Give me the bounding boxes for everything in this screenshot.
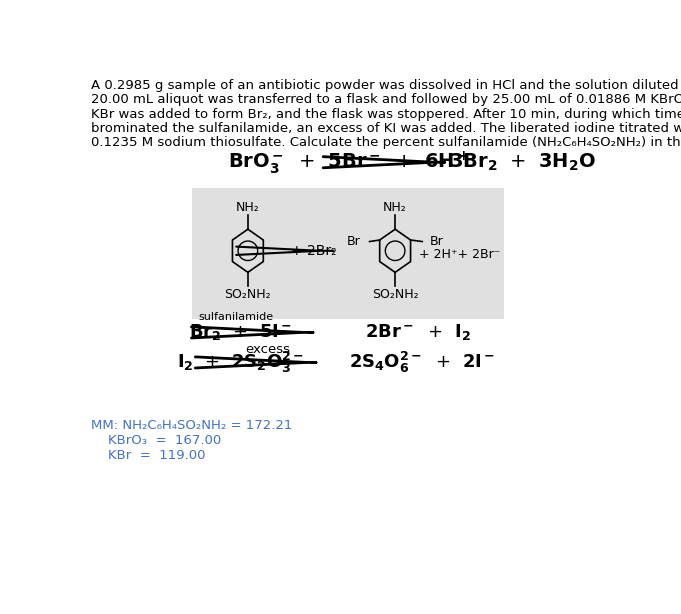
Text: A 0.2985 g sample of an antibiotic powder was dissolved in HCl and the solution : A 0.2985 g sample of an antibiotic powde… — [91, 79, 681, 92]
Text: Br: Br — [430, 235, 444, 248]
Text: $\bf{I_2}$  +  $\bf{2S_2O_3^{2-}}$: $\bf{I_2}$ + $\bf{2S_2O_3^{2-}}$ — [176, 350, 304, 375]
Text: KBrO₃  =  167.00: KBrO₃ = 167.00 — [108, 434, 221, 447]
Text: Br: Br — [347, 235, 360, 248]
Text: SO₂NH₂: SO₂NH₂ — [225, 288, 271, 301]
Text: MM: NH₂C₆H₄SO₂NH₂ = 172.21: MM: NH₂C₆H₄SO₂NH₂ = 172.21 — [91, 419, 292, 432]
Text: brominated the sulfanilamide, an excess of KI was added. The liberated iodine ti: brominated the sulfanilamide, an excess … — [91, 122, 681, 135]
Text: KBr was added to form Br₂, and the flask was stoppered. After 10 min, during whi: KBr was added to form Br₂, and the flask… — [91, 107, 681, 120]
Text: 20.00 mL aliquot was transferred to a flask and followed by 25.00 mL of 0.01886 : 20.00 mL aliquot was transferred to a fl… — [91, 93, 681, 106]
Text: $\bf{2S_4O_6^{2-}}$  +  $\bf{2I^-}$: $\bf{2S_4O_6^{2-}}$ + $\bf{2I^-}$ — [349, 350, 495, 375]
Text: $\bf{3Br_2}$  +  $\bf{3H_2O}$: $\bf{3Br_2}$ + $\bf{3H_2O}$ — [449, 152, 597, 173]
Text: $\bf{BrO_3^-}$  +  $\bf{5Br^-}$  +  $\bf{6H^+}$: $\bf{BrO_3^-}$ + $\bf{5Br^-}$ + $\bf{6H^… — [228, 149, 469, 176]
Text: sulfanilamide: sulfanilamide — [198, 313, 273, 322]
Text: NH₂: NH₂ — [383, 201, 407, 214]
Text: SO₂NH₂: SO₂NH₂ — [372, 288, 418, 301]
Text: 0.1235 M sodium thiosulfate. Calculate the percent sulfanilamide (NH₂C₆H₄SO₂NH₂): 0.1235 M sodium thiosulfate. Calculate t… — [91, 136, 681, 149]
Text: KBr  =  119.00: KBr = 119.00 — [108, 449, 206, 462]
Text: + 2H⁺+ 2Br⁻: + 2H⁺+ 2Br⁻ — [419, 248, 500, 261]
Bar — [192, 188, 504, 319]
Text: $\bf{2Br^-}$  +  $\bf{I_2}$: $\bf{2Br^-}$ + $\bf{I_2}$ — [366, 322, 471, 343]
Text: $\bf{Br_2}$  +  $\bf{5I^-}$: $\bf{Br_2}$ + $\bf{5I^-}$ — [189, 322, 291, 343]
Text: NH₂: NH₂ — [236, 201, 259, 214]
Text: + 2Br₂: + 2Br₂ — [291, 244, 336, 258]
Text: excess: excess — [244, 343, 289, 356]
